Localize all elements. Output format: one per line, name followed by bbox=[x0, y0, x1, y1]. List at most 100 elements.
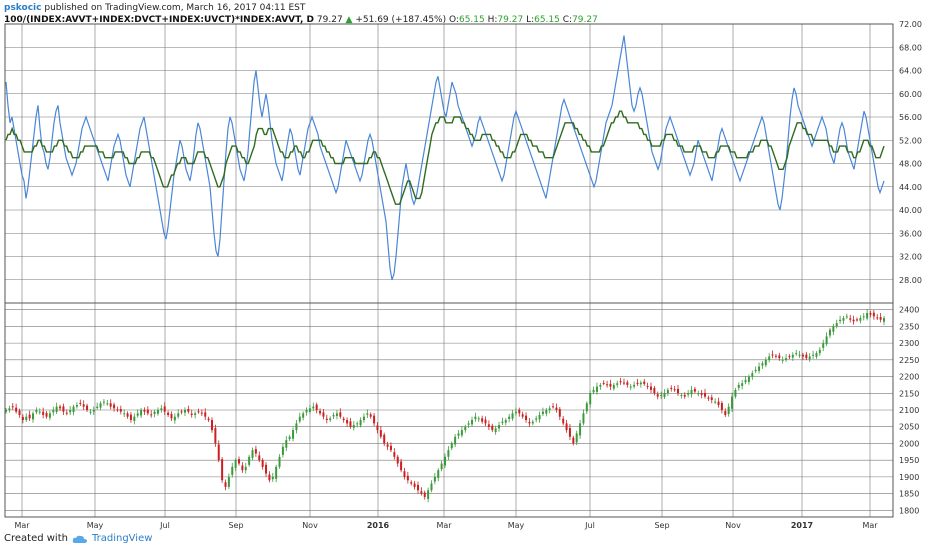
candle bbox=[660, 391, 663, 399]
candle bbox=[673, 385, 676, 392]
candle bbox=[11, 402, 14, 410]
candle bbox=[173, 413, 176, 424]
candle bbox=[535, 415, 538, 423]
candle bbox=[562, 416, 565, 426]
candle bbox=[160, 404, 163, 413]
candle bbox=[278, 454, 281, 469]
candle bbox=[778, 352, 781, 361]
candle bbox=[602, 380, 605, 386]
candle bbox=[879, 313, 882, 323]
candle bbox=[265, 462, 268, 477]
candle bbox=[65, 409, 68, 416]
candle bbox=[423, 490, 426, 500]
candle bbox=[849, 315, 852, 323]
candle bbox=[754, 366, 757, 374]
candle bbox=[315, 402, 318, 414]
candle bbox=[599, 382, 602, 390]
candle bbox=[656, 391, 659, 400]
top-panel-grid bbox=[5, 23, 893, 281]
candle bbox=[579, 420, 582, 439]
author-name[interactable]: pskocic bbox=[4, 3, 42, 13]
candle bbox=[38, 408, 41, 415]
candle bbox=[210, 417, 213, 433]
candle bbox=[876, 314, 879, 321]
candle bbox=[400, 458, 403, 473]
candle bbox=[785, 354, 788, 362]
candle bbox=[741, 379, 744, 390]
candle bbox=[677, 384, 680, 396]
candle bbox=[133, 413, 136, 425]
candle bbox=[818, 347, 821, 356]
candle bbox=[518, 407, 521, 417]
bottom-y-axis: 2400 2350 2300 2250 2200 2150 2100 2050 2000 1950… bbox=[899, 306, 919, 516]
candle bbox=[565, 420, 568, 433]
published-text: published on TradingView.com, March 16, … bbox=[44, 3, 306, 13]
candle bbox=[254, 445, 257, 457]
candle bbox=[825, 332, 828, 347]
candle bbox=[119, 405, 122, 415]
x-tick-label: Mar bbox=[436, 521, 452, 530]
candle bbox=[805, 351, 808, 361]
candle bbox=[231, 462, 234, 478]
candle bbox=[568, 424, 571, 441]
top-y-tick-label: 68.00 bbox=[899, 43, 922, 52]
candle bbox=[285, 436, 288, 452]
candle bbox=[393, 448, 396, 460]
candle bbox=[808, 353, 811, 362]
candle bbox=[244, 462, 247, 474]
candle bbox=[575, 430, 578, 446]
candle bbox=[731, 392, 734, 413]
candle bbox=[649, 382, 652, 394]
bottom-y-tick-label: 2350 bbox=[899, 322, 919, 331]
candle bbox=[204, 408, 207, 421]
candle bbox=[781, 356, 784, 364]
candle bbox=[238, 456, 241, 466]
high-label: H: bbox=[487, 15, 498, 25]
candle bbox=[619, 377, 622, 385]
candle bbox=[744, 375, 747, 385]
top-y-tick-label: 48.00 bbox=[899, 160, 922, 169]
candle bbox=[92, 406, 95, 416]
x-tick-label: Jul bbox=[159, 521, 170, 530]
open-label: O: bbox=[449, 15, 459, 25]
candle bbox=[592, 386, 595, 395]
candle bbox=[79, 399, 82, 406]
candle bbox=[21, 414, 24, 424]
blue-series-line bbox=[5, 35, 885, 280]
candle bbox=[52, 406, 55, 416]
tradingview-brand[interactable]: TradingView bbox=[91, 533, 153, 544]
candle bbox=[437, 468, 440, 482]
top-y-tick-label: 56.00 bbox=[899, 113, 922, 122]
candle bbox=[791, 352, 794, 361]
close-value: 79.27 bbox=[572, 15, 598, 25]
candle bbox=[75, 402, 78, 409]
candle bbox=[467, 420, 470, 429]
candle bbox=[541, 407, 544, 417]
bottom-y-tick-label: 1900 bbox=[899, 473, 919, 482]
candle bbox=[346, 417, 349, 427]
candle bbox=[234, 458, 237, 472]
candle bbox=[251, 447, 254, 461]
candle bbox=[444, 453, 446, 469]
candle bbox=[433, 472, 436, 485]
candle bbox=[545, 407, 548, 417]
candle bbox=[99, 401, 102, 411]
candle bbox=[427, 487, 430, 503]
candle bbox=[734, 387, 737, 399]
top-y-tick-label: 44.00 bbox=[899, 183, 922, 192]
candle bbox=[373, 413, 376, 427]
x-tick-label: Mar bbox=[14, 521, 30, 530]
candle bbox=[491, 423, 494, 433]
bottom-y-tick-label: 2000 bbox=[899, 439, 919, 448]
candle bbox=[572, 435, 575, 446]
candle bbox=[359, 417, 362, 428]
candle bbox=[450, 441, 453, 451]
candle bbox=[514, 407, 517, 417]
bottom-panel-grid bbox=[5, 309, 893, 511]
bottom-y-tick-label: 2200 bbox=[899, 373, 919, 382]
candle bbox=[416, 481, 419, 494]
candle bbox=[839, 315, 842, 324]
candle bbox=[430, 480, 433, 493]
candle bbox=[751, 370, 754, 380]
